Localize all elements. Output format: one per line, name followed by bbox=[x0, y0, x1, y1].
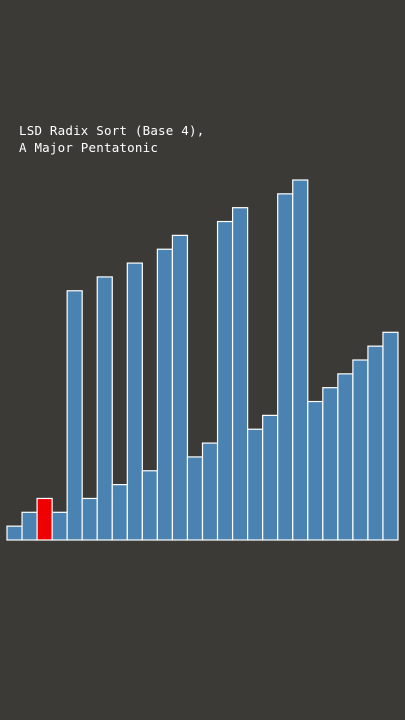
bar bbox=[277, 193, 294, 541]
bar bbox=[81, 497, 98, 541]
bar bbox=[171, 234, 189, 541]
bar bbox=[201, 442, 219, 541]
bar bbox=[186, 456, 204, 541]
bar bbox=[156, 248, 174, 541]
bar bbox=[262, 414, 279, 541]
bar bbox=[247, 428, 264, 541]
bar bbox=[322, 387, 339, 541]
bar bbox=[96, 276, 113, 541]
bar bbox=[21, 511, 38, 541]
bar bbox=[111, 484, 128, 541]
bar bbox=[382, 331, 399, 541]
bar bbox=[307, 400, 324, 541]
bar bbox=[337, 373, 354, 541]
title-line-1: LSD Radix Sort (Base 4), bbox=[19, 123, 205, 138]
bar bbox=[216, 220, 234, 541]
bar bbox=[6, 525, 23, 541]
bar bbox=[66, 290, 83, 541]
bar bbox=[141, 470, 158, 541]
bar bbox=[367, 345, 384, 541]
bar bbox=[352, 359, 369, 541]
title-line-2: A Major Pentatonic bbox=[19, 140, 159, 155]
bar bbox=[126, 262, 143, 541]
bar bbox=[292, 179, 309, 541]
bar bbox=[51, 511, 68, 541]
chart-title: LSD Radix Sort (Base 4), A Major Pentato… bbox=[19, 122, 204, 156]
highlighted-bar bbox=[36, 497, 53, 541]
bar bbox=[231, 207, 249, 541]
